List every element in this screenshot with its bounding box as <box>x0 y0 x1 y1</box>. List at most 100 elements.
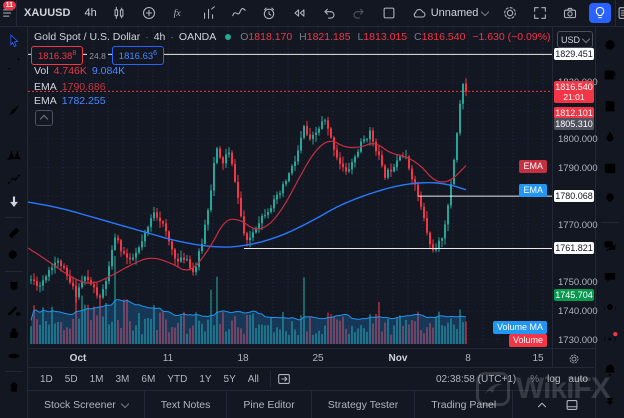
fib-retracement-tool[interactable] <box>4 79 24 95</box>
object-tree-button[interactable] <box>615 0 624 26</box>
currency-toggle-button[interactable]: USD <box>557 31 593 48</box>
maximize-panel-button[interactable] <box>564 397 580 413</box>
calendar-button[interactable] <box>600 160 620 176</box>
chevron-up-icon <box>39 114 49 124</box>
private-chat-button[interactable] <box>600 269 620 285</box>
bar-chart-template-icon <box>201 5 217 21</box>
chart-pane[interactable]: Gold Spot / U.S. Dollar · 4h · OANDA O18… <box>28 27 552 348</box>
trend-line-tool[interactable] <box>4 56 24 72</box>
candlestick-chart[interactable] <box>28 27 552 348</box>
ema-fast-value: 1790.686 <box>61 81 106 93</box>
price-tick: 1740.000 <box>558 306 598 318</box>
exchange-label: OANDA <box>178 31 217 43</box>
price-label-gray: 1805.310 <box>554 117 594 130</box>
go-to-date-icon[interactable] <box>276 371 292 387</box>
remove-all-drawings-tool[interactable] <box>4 379 24 395</box>
chart-style-button[interactable] <box>104 0 134 26</box>
time-tick: 8 <box>465 353 471 364</box>
chart-settings-button[interactable] <box>495 0 525 26</box>
volume-legend-row[interactable]: Vol 4.746K 9.084K <box>34 65 125 77</box>
hide-all-drawings-tool[interactable] <box>4 348 24 364</box>
range-1m-button[interactable]: 1M <box>89 373 104 385</box>
range-ytd-button[interactable]: YTD <box>167 373 188 385</box>
main-menu-button[interactable]: 11 <box>0 0 17 26</box>
properties-list-icon <box>616 5 624 21</box>
hotlist-button[interactable] <box>600 129 620 145</box>
brush-tool[interactable] <box>4 102 24 118</box>
range-all-button[interactable]: All <box>247 373 259 385</box>
percent-scale-toggle[interactable]: % <box>530 373 540 385</box>
time-axis[interactable]: Oct 11 18 25 Nov 8 15 <box>28 348 552 368</box>
log-scale-toggle[interactable]: log <box>547 373 561 385</box>
indicator-templates-button[interactable] <box>194 0 224 26</box>
undo-button[interactable] <box>314 0 344 26</box>
range-1y-button[interactable]: 1Y <box>199 373 212 385</box>
cursor-tool[interactable] <box>4 33 24 49</box>
news-panel-button[interactable] <box>600 67 620 83</box>
stay-in-drawing-mode-tool[interactable] <box>4 302 24 318</box>
tab-pine-editor[interactable]: Pine Editor <box>227 391 312 418</box>
ideas-button[interactable] <box>600 191 620 207</box>
fullscreen-button[interactable] <box>525 0 555 26</box>
compare-button[interactable] <box>134 0 164 26</box>
redo-button[interactable] <box>344 0 374 26</box>
data-journal-button[interactable] <box>600 98 620 114</box>
measure-tool[interactable] <box>4 225 24 241</box>
range-5y-button[interactable]: 5Y <box>223 373 236 385</box>
ema-fast-legend-row[interactable]: EMA 1790.686 <box>34 81 106 93</box>
price-scale[interactable]: USD 1820.0001800.0001790.0001770.0001750… <box>552 27 598 348</box>
notifications-button[interactable] <box>600 362 620 378</box>
scales-settings-button[interactable] <box>552 348 595 368</box>
tab-trading-panel[interactable]: Trading Panel <box>415 391 514 418</box>
range-3m-button[interactable]: 3M <box>115 373 130 385</box>
chevron-down-icon <box>581 34 591 43</box>
ema-slow-legend-row[interactable]: EMA 1782.255 <box>34 95 106 107</box>
forecast-tool[interactable] <box>4 171 24 187</box>
more-panels-button[interactable] <box>600 393 620 409</box>
tab-strategy-tester[interactable]: Strategy Tester <box>312 391 416 418</box>
xabcd-pattern-tool[interactable] <box>4 148 24 164</box>
range-6m-button[interactable]: 6M <box>141 373 156 385</box>
alerts-panel-button[interactable] <box>600 36 620 52</box>
pinned-label-ema: EMA <box>519 183 547 197</box>
arrow-down-tool[interactable] <box>4 194 24 210</box>
symbol-search-button[interactable]: XAUUSD <box>17 0 77 26</box>
tab-text-notes[interactable]: Text Notes <box>145 391 228 418</box>
clock[interactable]: 02:38:58 (UTC+1) <box>435 373 517 385</box>
change-value: −1.630 (−0.09%) <box>472 31 551 43</box>
expand-panel-button[interactable] <box>534 397 550 413</box>
cloud-save-button[interactable]: Unnamed <box>404 0 496 26</box>
publish-idea-button[interactable] <box>585 0 615 26</box>
public-chat-button[interactable] <box>600 238 620 254</box>
zoom-in-tool[interactable] <box>4 248 24 264</box>
price-label-green: 1745.704 <box>554 288 594 301</box>
price-label-level: 1761.821 <box>554 242 594 255</box>
separator: · <box>170 31 174 43</box>
chart-legend-title-row[interactable]: Gold Spot / U.S. Dollar · 4h · OANDA O18… <box>34 31 551 43</box>
create-alert-button[interactable] <box>254 0 284 26</box>
tab-stock-screener[interactable]: Stock Screener <box>28 391 145 418</box>
sell-button[interactable]: 1816.388 <box>31 46 84 66</box>
ideas-stream-button[interactable] <box>600 300 620 316</box>
volume-value: 4.746K <box>53 65 87 77</box>
snapshot-button[interactable] <box>555 0 585 26</box>
patterns-button[interactable] <box>224 0 254 26</box>
indicators-button[interactable]: fx <box>164 0 194 26</box>
market-open-dot <box>225 34 232 40</box>
time-tick: 18 <box>237 353 249 364</box>
auto-scale-toggle[interactable]: auto <box>568 373 588 385</box>
ema-label: EMA <box>34 95 57 107</box>
lock-all-drawings-tool[interactable] <box>4 325 24 341</box>
text-tool[interactable] <box>4 125 24 141</box>
buy-button[interactable]: 1816.636 <box>111 46 165 66</box>
layout-select-button[interactable] <box>374 0 404 26</box>
magnet-tool[interactable] <box>4 279 24 295</box>
chevron-down-icon <box>120 399 130 408</box>
spread-value: 24.8 <box>87 50 108 61</box>
bar-replay-button[interactable] <box>284 0 314 26</box>
live-streams-button[interactable] <box>600 331 620 347</box>
collapse-legend-button[interactable] <box>35 110 53 126</box>
interval-button[interactable]: 4h <box>77 0 103 26</box>
range-1d-button[interactable]: 1D <box>40 373 53 385</box>
range-5d-button[interactable]: 5D <box>64 373 78 385</box>
